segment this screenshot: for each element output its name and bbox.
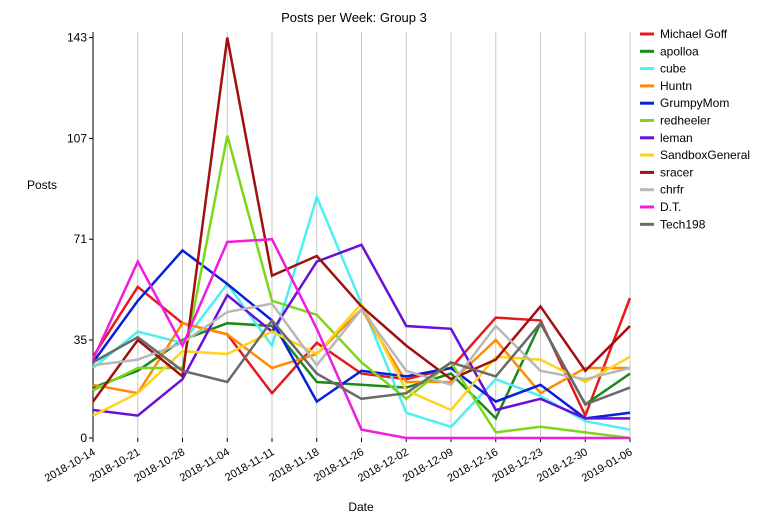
legend-label: leman <box>660 131 693 145</box>
gridlines <box>92 32 631 438</box>
legend-label: chrfr <box>660 183 684 197</box>
x-tick-label: 2019-01-06 <box>580 446 635 485</box>
y-tick-label: 71 <box>74 232 88 246</box>
series-lines <box>91 37 632 440</box>
x-tick-label: 2018-10-28 <box>132 446 187 485</box>
axes: 2018-10-142018-10-212018-10-282018-11-04… <box>43 31 635 485</box>
series-line-6 <box>92 243 630 420</box>
legend-label: apolloa <box>660 44 699 58</box>
legend-label: D.T. <box>660 200 681 214</box>
chart-title: Posts per Week: Group 3 <box>281 10 427 25</box>
series-line-7 <box>92 301 631 417</box>
y-tick-label: 0 <box>80 431 87 445</box>
y-tick-label: 35 <box>74 333 88 347</box>
series-line-10 <box>91 237 630 440</box>
x-tick-label: 2018-11-18 <box>267 446 321 484</box>
legend-label: Huntn <box>660 79 692 93</box>
series-line-11 <box>92 318 631 406</box>
series-line-4 <box>91 248 631 420</box>
y-tick-label: 143 <box>67 31 87 45</box>
legend-label: Michael Goff <box>660 27 728 41</box>
y-axis-label: Posts <box>27 178 57 192</box>
legend-label: Tech198 <box>660 217 706 231</box>
legend: Michael Goff apolloa cube Huntn GrumpyMom red… <box>640 27 750 231</box>
x-axis-label: Date <box>348 500 374 514</box>
legend-label: sracer <box>660 165 693 179</box>
legend-label: cube <box>660 62 686 76</box>
legend-label: redheeler <box>660 114 711 128</box>
x-tick-label: 2018-11-11 <box>223 446 276 484</box>
x-tick-label: 2018-11-04 <box>178 446 232 484</box>
legend-label: GrumpyMom <box>660 96 729 110</box>
series-line-8 <box>91 37 631 403</box>
y-tick-label: 107 <box>67 131 87 145</box>
legend-label: SandboxGeneral <box>660 148 750 162</box>
